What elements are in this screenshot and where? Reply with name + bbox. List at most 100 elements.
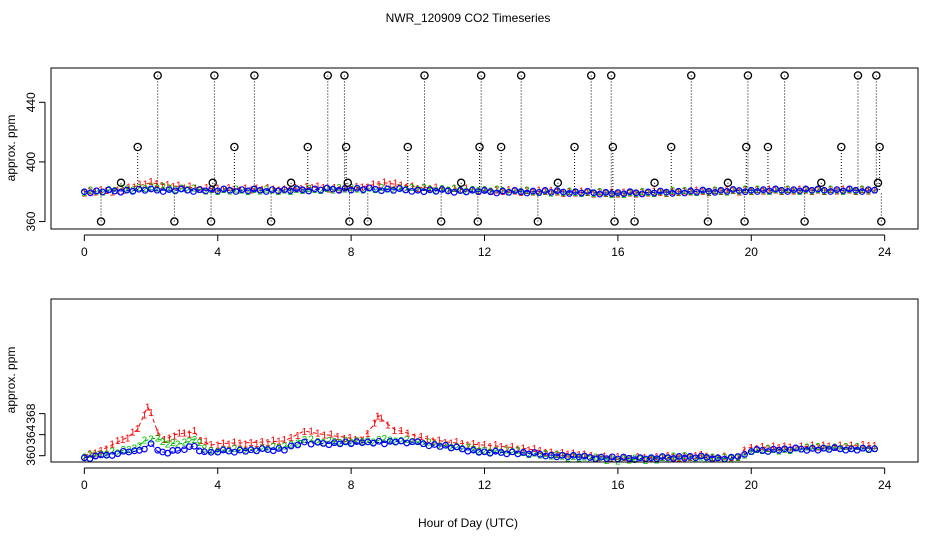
data-point: 2 xyxy=(639,187,645,198)
data-point: 2 xyxy=(130,185,136,196)
data-point: 2 xyxy=(776,446,782,457)
data-point: 1 xyxy=(237,438,243,449)
data-point: 1 xyxy=(315,181,321,192)
spike-point xyxy=(208,178,217,188)
data-point: 2 xyxy=(585,187,591,198)
data-point xyxy=(547,188,555,196)
data-point: 1 xyxy=(365,429,371,440)
data-point: 2 xyxy=(295,438,301,449)
data-point: 2 xyxy=(437,442,443,453)
data-point: 1 xyxy=(704,452,710,463)
data-point: 2 xyxy=(343,436,349,447)
data-point: 2 xyxy=(421,439,427,450)
data-point: 1 xyxy=(548,186,554,197)
data-point xyxy=(632,189,640,197)
data-point: 2 xyxy=(506,188,512,199)
spike-point xyxy=(630,217,639,226)
data-point xyxy=(431,441,438,448)
data-point xyxy=(456,187,464,194)
data-point: 1 xyxy=(148,408,154,419)
data-point: 1 xyxy=(182,429,188,440)
data-point xyxy=(523,189,531,197)
spike-point xyxy=(250,71,259,80)
data-point xyxy=(852,186,860,194)
spike-point xyxy=(266,217,276,226)
spike-point xyxy=(516,71,526,80)
y-tick-label: 364 xyxy=(24,424,38,444)
spike-point xyxy=(570,142,579,152)
data-point: 2 xyxy=(815,185,821,196)
data-point: 1 xyxy=(159,181,165,192)
data-point: 2 xyxy=(203,186,209,197)
spike-point xyxy=(403,142,413,152)
data-point: 1 xyxy=(442,438,448,449)
x-tick-label: 20 xyxy=(745,478,759,492)
data-point xyxy=(232,188,240,195)
data-point: 2 xyxy=(542,186,548,197)
data-point xyxy=(294,441,302,449)
spike-point xyxy=(230,142,239,152)
data-point: 2 xyxy=(515,446,521,457)
data-point xyxy=(475,188,482,195)
data-point xyxy=(786,446,794,454)
data-point xyxy=(165,186,173,193)
data-point: 2 xyxy=(715,454,721,465)
data-point xyxy=(347,440,355,448)
x-tick-label: 12 xyxy=(478,245,492,259)
data-point: 2 xyxy=(748,447,754,458)
data-point: 2 xyxy=(148,434,154,445)
top-y-label: approx. ppm xyxy=(4,115,18,182)
data-point xyxy=(231,448,238,456)
data-point: 1 xyxy=(799,442,805,453)
data-point xyxy=(129,187,137,195)
data-point: 1 xyxy=(542,187,548,198)
data-point xyxy=(293,185,300,193)
data-point: 2 xyxy=(155,434,161,445)
data-point: 1 xyxy=(343,183,349,194)
data-point: 2 xyxy=(487,447,493,458)
data-point: 2 xyxy=(259,444,265,455)
data-point xyxy=(99,188,106,196)
data-point: 2 xyxy=(302,435,308,446)
series-line xyxy=(84,440,875,459)
data-point: 2 xyxy=(315,437,321,448)
data-point: 1 xyxy=(376,180,382,191)
data-point: 2 xyxy=(179,183,185,194)
data-point: 2 xyxy=(810,444,816,455)
data-point: 2 xyxy=(665,454,671,465)
data-point: 1 xyxy=(248,438,254,449)
data-point: 1 xyxy=(162,435,168,446)
data-point xyxy=(656,187,664,195)
spike-point xyxy=(873,178,883,188)
data-point xyxy=(790,186,798,193)
data-point xyxy=(93,187,100,195)
data-point: 1 xyxy=(193,183,199,194)
data-point xyxy=(796,187,804,195)
data-point: 2 xyxy=(834,186,840,197)
data-point: 1 xyxy=(404,183,410,194)
data-point: 1 xyxy=(409,181,415,192)
data-point: 2 xyxy=(548,189,554,200)
data-point xyxy=(336,440,344,448)
data-point: 1 xyxy=(576,450,582,461)
spike-point xyxy=(340,71,349,80)
data-point xyxy=(644,188,652,196)
data-point xyxy=(396,185,404,192)
data-point: 2 xyxy=(809,186,815,197)
data-point: 1 xyxy=(176,181,182,192)
data-point: 1 xyxy=(276,186,282,197)
x-tick-label: 4 xyxy=(214,478,221,492)
data-point: 1 xyxy=(287,185,293,196)
data-point xyxy=(541,187,549,194)
series-line xyxy=(84,188,875,194)
top-y-axis: 360 400 440 xyxy=(24,92,46,232)
data-point: 2 xyxy=(765,444,771,455)
data-point: 1 xyxy=(465,441,471,452)
data-point: 2 xyxy=(633,189,639,200)
data-point xyxy=(141,186,149,194)
data-point: 1 xyxy=(359,182,365,193)
spike-point xyxy=(345,217,354,226)
data-point: 1 xyxy=(767,184,773,195)
data-point: 2 xyxy=(432,440,438,451)
data-point: 1 xyxy=(203,437,209,448)
